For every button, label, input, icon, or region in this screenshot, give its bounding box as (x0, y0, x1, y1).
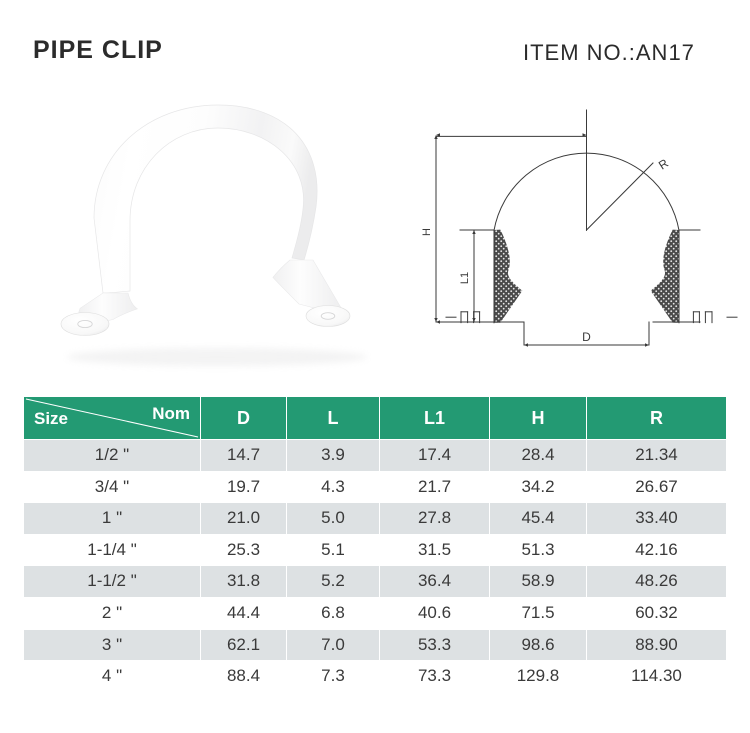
svg-text:L1: L1 (459, 272, 471, 284)
svg-text:D: D (582, 330, 591, 344)
svg-text:R: R (656, 156, 671, 173)
svg-text:H: H (421, 228, 433, 236)
